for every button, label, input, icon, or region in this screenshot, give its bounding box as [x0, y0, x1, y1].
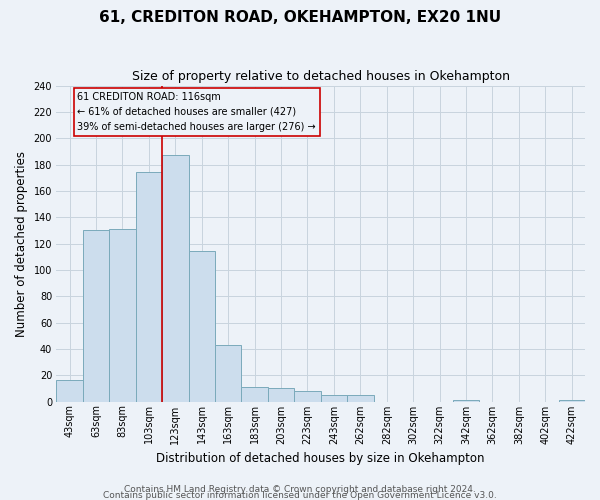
Text: 61, CREDITON ROAD, OKEHAMPTON, EX20 1NU: 61, CREDITON ROAD, OKEHAMPTON, EX20 1NU: [99, 10, 501, 25]
Bar: [56, 380, 83, 402]
X-axis label: Distribution of detached houses by size in Okehampton: Distribution of detached houses by size …: [157, 452, 485, 465]
Bar: [162, 156, 188, 402]
Text: Contains public sector information licensed under the Open Government Licence v3: Contains public sector information licen…: [103, 490, 497, 500]
Bar: [294, 391, 320, 402]
Bar: [188, 252, 215, 402]
Title: Size of property relative to detached houses in Okehampton: Size of property relative to detached ho…: [131, 70, 509, 83]
Bar: [241, 387, 268, 402]
Bar: [215, 345, 241, 402]
Bar: [83, 230, 109, 402]
Text: Contains HM Land Registry data © Crown copyright and database right 2024.: Contains HM Land Registry data © Crown c…: [124, 484, 476, 494]
Bar: [559, 400, 585, 402]
Bar: [109, 229, 136, 402]
Bar: [320, 395, 347, 402]
Bar: [347, 395, 374, 402]
Bar: [268, 388, 294, 402]
Text: 61 CREDITON ROAD: 116sqm
← 61% of detached houses are smaller (427)
39% of semi-: 61 CREDITON ROAD: 116sqm ← 61% of detach…: [77, 92, 316, 132]
Bar: [136, 172, 162, 402]
Y-axis label: Number of detached properties: Number of detached properties: [15, 150, 28, 336]
Bar: [453, 400, 479, 402]
